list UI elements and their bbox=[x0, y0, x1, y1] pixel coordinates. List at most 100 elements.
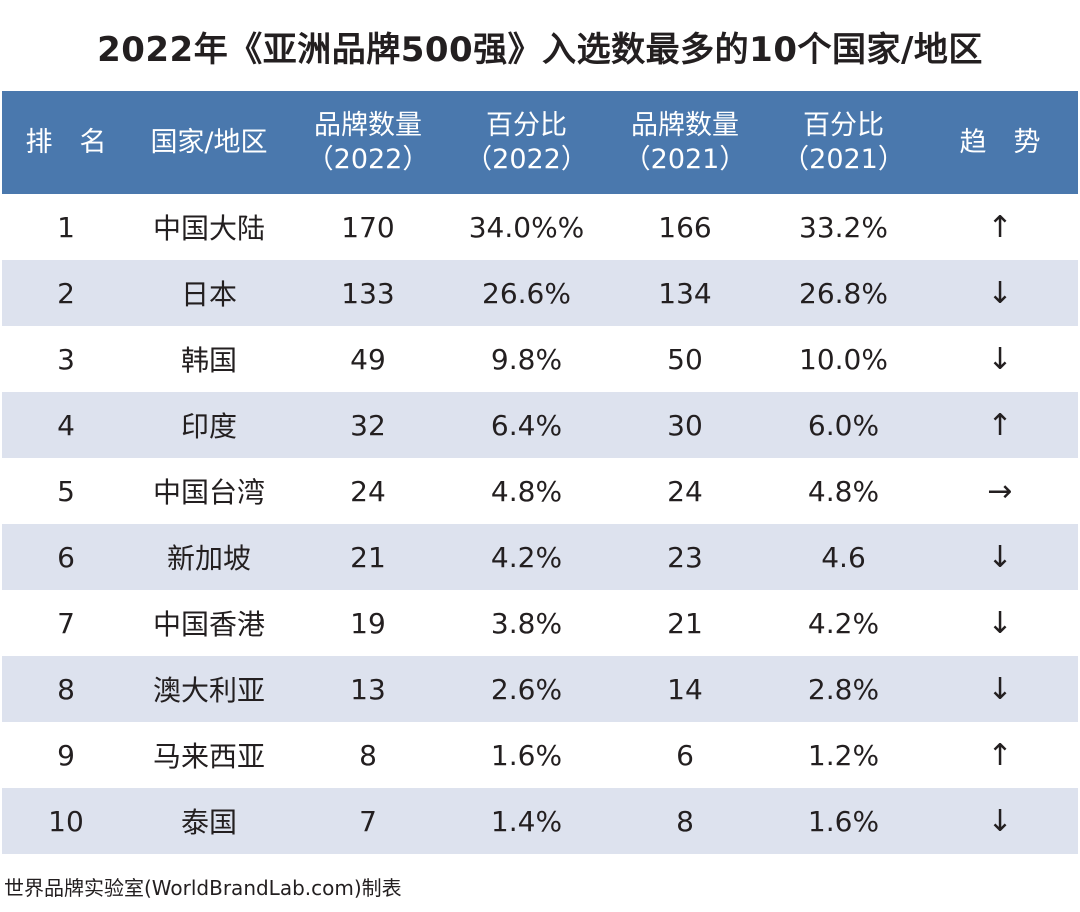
cell-rank: 4 bbox=[2, 392, 130, 458]
table-row: 1 中国大陆 170 34.0%% 166 33.2% ↑ bbox=[2, 194, 1078, 260]
cell-count-2022: 133 bbox=[288, 260, 448, 326]
page-title: 2022年《亚洲品牌500强》入选数最多的10个国家/地区 bbox=[97, 30, 983, 70]
table-row: 3 韩国 49 9.8% 50 10.0% ↓ bbox=[2, 326, 1078, 392]
column-header: 品牌数量 （2022） bbox=[288, 91, 448, 194]
ranking-table: 排 名国家/地区 品牌数量 （2022） 百分比 （2022） 品牌数量 （2021） 百分比… bbox=[2, 91, 1078, 854]
trend-arrow-icon: ↓ bbox=[922, 788, 1078, 854]
cell-rank: 9 bbox=[57, 738, 75, 772]
cell-region: 新加坡 bbox=[130, 524, 288, 590]
trend-arrow-icon: ↑ bbox=[987, 737, 1013, 773]
cell-pct-2021: 4.8% bbox=[807, 474, 880, 508]
table-row: 7 中国香港 19 3.8% 21 4.2% ↓ bbox=[2, 590, 1078, 656]
cell-pct-2021: 6.0% bbox=[765, 392, 922, 458]
table-row: 9 马来西亚 8 1.6% 6 1.2% ↑ bbox=[2, 722, 1078, 788]
cell-pct-2021: 4.2% bbox=[807, 606, 880, 640]
cell-rank: 6 bbox=[2, 524, 130, 590]
column-header-year: （2022） bbox=[465, 143, 588, 175]
trend-arrow-icon: ↓ bbox=[922, 524, 1078, 590]
cell-count-2022: 49 bbox=[350, 342, 386, 376]
column-header-year: （2022） bbox=[306, 143, 430, 175]
table-row: 5 中国台湾 24 4.8% 24 4.8% → bbox=[2, 458, 1078, 524]
trend-arrow-icon: ↓ bbox=[987, 341, 1013, 377]
column-header-label: 百分比 bbox=[486, 109, 567, 141]
table-row: 8 澳大利亚 13 2.6% 14 2.8% ↓ bbox=[2, 656, 1078, 722]
trend-arrow-icon: ↓ bbox=[987, 605, 1013, 641]
cell-count-2022: 19 bbox=[350, 606, 386, 640]
cell-region: 马来西亚 bbox=[152, 740, 265, 773]
column-header-year: （2021） bbox=[782, 143, 905, 175]
cell-region: 中国台湾 bbox=[152, 476, 265, 509]
column-header-year: （2021） bbox=[623, 143, 747, 175]
cell-count-2021: 166 bbox=[658, 210, 712, 244]
cell-pct-2022: 4.8% bbox=[490, 474, 563, 508]
cell-count-2022: 13 bbox=[288, 656, 448, 722]
cell-pct-2021: 4.6 bbox=[765, 524, 922, 590]
column-header-label: 百分比 bbox=[803, 109, 884, 141]
column-header-label: 品牌数量 bbox=[314, 109, 422, 141]
table-row: 2 日本 133 26.6% 134 26.8% ↓ bbox=[2, 260, 1078, 326]
column-header: 百分比 （2021） bbox=[765, 91, 922, 194]
source-note: 世界品牌实验室(WorldBrandLab.com)制表 bbox=[4, 876, 402, 900]
cell-rank: 7 bbox=[57, 606, 75, 640]
cell-count-2021: 21 bbox=[667, 606, 703, 640]
cell-region: 印度 bbox=[130, 392, 288, 458]
column-header: 国家/地区 bbox=[130, 91, 288, 194]
trend-arrow-icon: → bbox=[987, 473, 1013, 509]
cell-rank: 5 bbox=[57, 474, 75, 508]
header-row: 排 名国家/地区 品牌数量 （2022） 百分比 （2022） 品牌数量 （2021） 百分比… bbox=[2, 91, 1078, 194]
column-header: 百分比 （2022） bbox=[448, 91, 605, 194]
trend-arrow-icon: ↓ bbox=[922, 656, 1078, 722]
cell-count-2021: 6 bbox=[676, 738, 694, 772]
cell-region: 日本 bbox=[130, 260, 288, 326]
cell-count-2021: 30 bbox=[605, 392, 765, 458]
cell-rank: 10 bbox=[2, 788, 130, 854]
cell-count-2021: 134 bbox=[605, 260, 765, 326]
cell-count-2022: 21 bbox=[288, 524, 448, 590]
cell-count-2021: 50 bbox=[667, 342, 703, 376]
cell-pct-2021: 10.0% bbox=[799, 342, 888, 376]
cell-region: 中国香港 bbox=[152, 608, 265, 641]
column-header-label: 排 名 bbox=[25, 126, 107, 158]
cell-pct-2022: 9.8% bbox=[490, 342, 563, 376]
trend-arrow-icon: ↑ bbox=[987, 209, 1013, 245]
cell-pct-2022: 26.6% bbox=[448, 260, 605, 326]
cell-count-2022: 32 bbox=[288, 392, 448, 458]
cell-pct-2022: 1.4% bbox=[448, 788, 605, 854]
table-body: 1 中国大陆 170 34.0%% 166 33.2% ↑ 2 日本 133 26.6% 134 26.… bbox=[2, 194, 1078, 854]
cell-count-2022: 7 bbox=[288, 788, 448, 854]
cell-region: 泰国 bbox=[130, 788, 288, 854]
cell-pct-2021: 2.8% bbox=[765, 656, 922, 722]
cell-rank: 1 bbox=[57, 210, 75, 244]
cell-count-2021: 8 bbox=[605, 788, 765, 854]
cell-pct-2022: 34.0%% bbox=[468, 210, 585, 244]
cell-count-2021: 23 bbox=[605, 524, 765, 590]
cell-pct-2021: 26.8% bbox=[765, 260, 922, 326]
cell-region: 澳大利亚 bbox=[130, 656, 288, 722]
cell-pct-2021: 33.2% bbox=[799, 210, 888, 244]
table-row: 6 新加坡 21 4.2% 23 4.6 ↓ bbox=[2, 524, 1078, 590]
cell-count-2022: 170 bbox=[341, 210, 395, 244]
cell-rank: 2 bbox=[2, 260, 130, 326]
cell-rank: 3 bbox=[57, 342, 75, 376]
cell-pct-2022: 1.6% bbox=[490, 738, 563, 772]
cell-pct-2022: 6.4% bbox=[448, 392, 605, 458]
cell-count-2022: 24 bbox=[350, 474, 386, 508]
cell-count-2021: 24 bbox=[667, 474, 703, 508]
table-row: 4 印度 32 6.4% 30 6.0% ↑ bbox=[2, 392, 1078, 458]
column-header: 品牌数量 （2021） bbox=[605, 91, 765, 194]
cell-region: 中国大陆 bbox=[152, 212, 265, 245]
trend-arrow-icon: ↓ bbox=[922, 260, 1078, 326]
trend-arrow-icon: ↑ bbox=[922, 392, 1078, 458]
column-header: 排 名 bbox=[2, 91, 130, 194]
cell-pct-2021: 1.2% bbox=[807, 738, 880, 772]
column-header-label: 趋 势 bbox=[959, 126, 1041, 158]
column-header-label: 品牌数量 bbox=[631, 109, 739, 141]
cell-pct-2021: 1.6% bbox=[765, 788, 922, 854]
cell-count-2022: 8 bbox=[359, 738, 377, 772]
cell-region: 韩国 bbox=[180, 344, 237, 377]
cell-rank: 8 bbox=[2, 656, 130, 722]
column-header-label: 国家/地区 bbox=[150, 126, 268, 158]
cell-pct-2022: 3.8% bbox=[490, 606, 563, 640]
cell-pct-2022: 2.6% bbox=[448, 656, 605, 722]
cell-count-2021: 14 bbox=[605, 656, 765, 722]
